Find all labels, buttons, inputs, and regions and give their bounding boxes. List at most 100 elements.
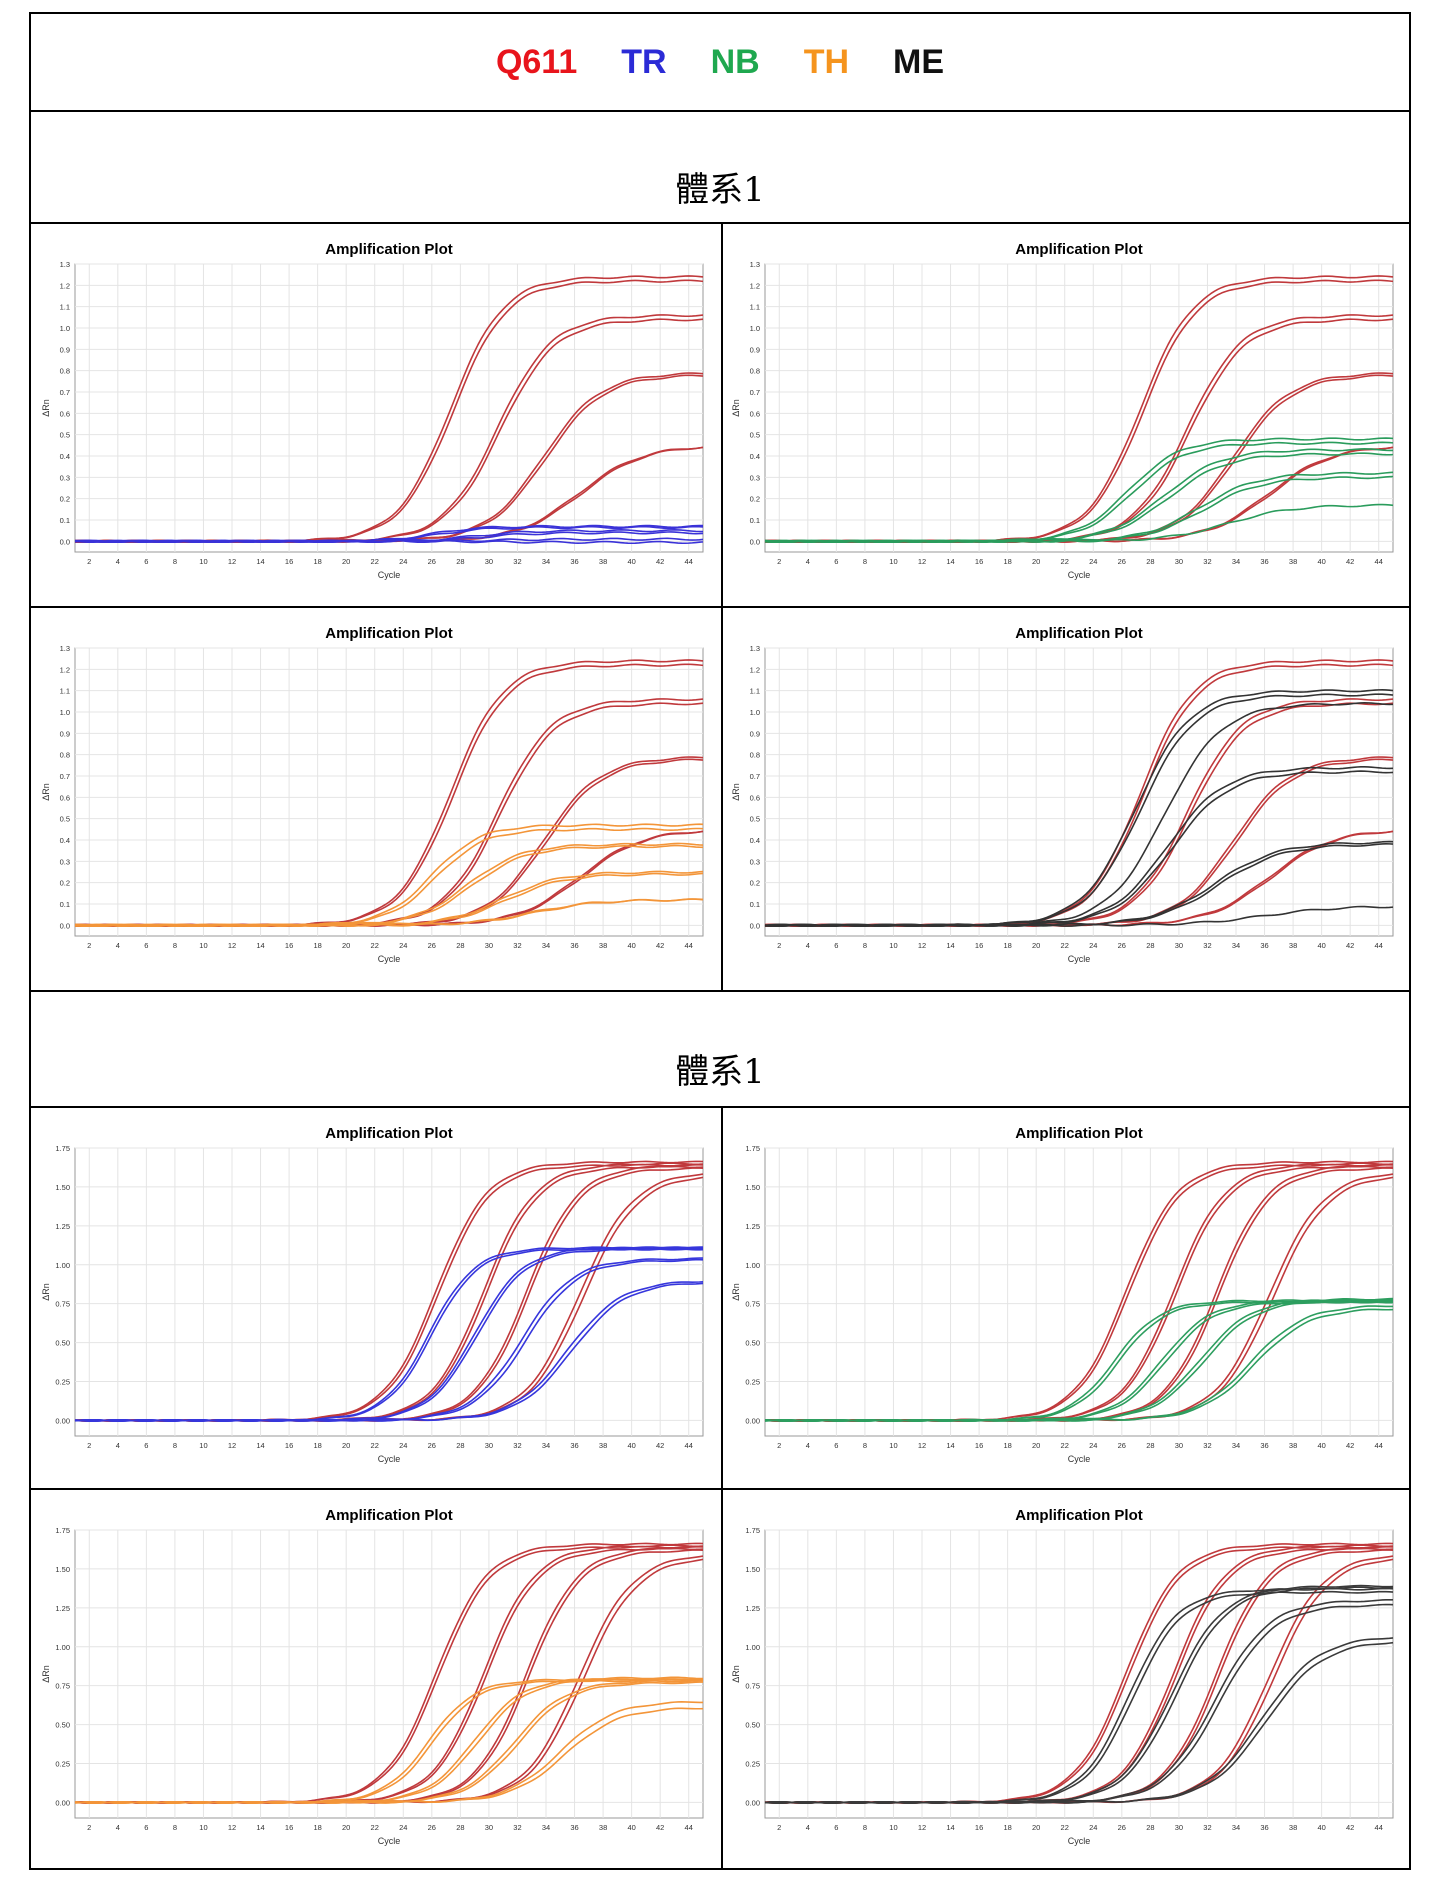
y-tick-label: 1.3 [750,260,760,269]
plot-svg: Amplification Plot 0.0 0.1 0.2 0.3 0.4 0.5 0.6 0… [41,241,704,580]
x-tick-label: 32 [513,1823,521,1832]
x-tick-label: 16 [975,557,983,566]
y-tick-label: 0.9 [60,729,70,738]
y-tick-label: 0.5 [60,431,70,440]
x-tick-label: 18 [313,1823,321,1832]
divider [31,1488,1409,1490]
x-tick-label: 42 [656,941,664,950]
plot-area [764,647,1394,937]
x-tick-label: 42 [1346,1823,1354,1832]
plot-title: Amplification Plot [1015,1507,1143,1524]
x-tick-label: 20 [342,1823,350,1832]
x-tick-label: 18 [313,557,321,566]
plot-svg: Amplification Plot 0.0 0.1 0.2 0.3 0.4 0.5 0.6 0… [731,241,1394,580]
x-axis-label: Cycle [378,954,401,964]
amplification-plot-q611-nb-2: Amplification Plot 0.00 0.25 0.50 0.75 1.00 1.… [725,1118,1407,1478]
x-tick-label: 16 [975,941,983,950]
x-tick-label: 32 [513,941,521,950]
x-tick-label: 10 [889,1823,897,1832]
y-tick-label: 1.00 [745,1261,760,1270]
amplification-curve-nb [764,475,1394,543]
y-tick-label: 0.50 [55,1339,70,1348]
y-tick-label: 0.00 [745,1798,760,1807]
x-tick-label: 6 [144,941,148,950]
x-tick-label: 44 [1375,1441,1383,1450]
x-tick-label: 36 [1260,557,1268,566]
x-tick-label: 6 [834,1441,838,1450]
divider [31,990,1409,992]
x-tick-label: 20 [1032,1441,1040,1450]
x-tick-label: 14 [946,1823,954,1832]
x-axis-label: Cycle [378,1836,401,1846]
x-tick-label: 18 [313,941,321,950]
amplification-plot-q611-th-2: Amplification Plot 0.00 0.25 0.50 0.75 1.00 1.… [35,1500,717,1860]
x-tick-label: 26 [1118,557,1126,566]
x-axis-label: Cycle [1068,1836,1091,1846]
x-tick-label: 40 [1317,941,1325,950]
y-tick-label: 1.1 [60,687,70,696]
amplification-curve-tr [74,1282,704,1422]
x-tick-label: 34 [542,1823,550,1832]
legend-item-nb: NB [710,42,760,81]
x-tick-label: 44 [685,557,693,566]
y-axis-label: ΔRn [41,399,51,417]
x-tick-label: 22 [371,941,379,950]
section-title-1: 體系1 [675,170,765,210]
y-tick-label: 0.3 [60,473,70,482]
y-tick-label: 0.1 [60,516,70,525]
y-tick-label: 1.25 [745,1222,760,1231]
y-tick-label: 0.7 [750,388,760,397]
x-tick-label: 8 [173,941,177,950]
y-tick-label: 1.3 [60,260,70,269]
x-tick-label: 44 [685,1823,693,1832]
x-axis-label: Cycle [1068,570,1091,580]
y-tick-label: 1.50 [55,1565,70,1574]
x-tick-label: 40 [627,1441,635,1450]
plot-title: Amplification Plot [325,625,453,642]
x-tick-label: 12 [918,557,926,566]
x-tick-label: 38 [1289,1823,1297,1832]
y-tick-label: 1.25 [55,1604,70,1613]
x-tick-label: 8 [173,557,177,566]
x-tick-label: 42 [1346,941,1354,950]
amplification-curve-nb [764,1299,1394,1422]
plot-area [74,263,704,553]
y-tick-label: 1.3 [60,644,70,653]
x-tick-label: 36 [570,941,578,950]
y-tick-label: 1.2 [60,665,70,674]
y-tick-label: 1.50 [745,1183,760,1192]
x-tick-label: 2 [777,1441,781,1450]
y-axis-label: ΔRn [731,1283,741,1301]
x-tick-label: 36 [1260,1823,1268,1832]
x-tick-label: 26 [428,1441,436,1450]
x-tick-label: 4 [116,941,120,950]
y-tick-label: 1.25 [55,1222,70,1231]
amplification-plot-q611-tr-1: Amplification Plot 0.0 0.1 0.2 0.3 0.4 0.5 0.6 0… [35,234,717,594]
y-tick-label: 0.0 [60,921,70,930]
x-tick-label: 2 [777,557,781,566]
x-tick-label: 34 [542,1441,550,1450]
y-axis-label: ΔRn [41,1665,51,1683]
x-tick-label: 30 [485,557,493,566]
x-tick-label: 12 [918,1441,926,1450]
x-tick-label: 36 [1260,941,1268,950]
x-tick-label: 40 [627,1823,635,1832]
y-tick-label: 0.9 [750,345,760,354]
amplification-plot-q611-tr-2: Amplification Plot 0.00 0.25 0.50 0.75 1.00 1.… [35,1118,717,1478]
y-tick-label: 0.9 [60,345,70,354]
y-axis-label: ΔRn [41,783,51,801]
x-tick-label: 6 [144,1823,148,1832]
x-tick-label: 12 [228,557,236,566]
x-tick-label: 36 [570,557,578,566]
x-tick-label: 26 [1118,1441,1126,1450]
x-tick-label: 38 [1289,941,1297,950]
x-tick-label: 36 [570,1441,578,1450]
x-tick-label: 30 [1175,557,1183,566]
x-tick-label: 34 [1232,941,1240,950]
x-tick-label: 28 [1146,941,1154,950]
y-tick-label: 0.2 [750,495,760,504]
x-tick-label: 28 [1146,1441,1154,1450]
y-tick-label: 0.4 [60,452,70,461]
x-tick-label: 18 [1003,1441,1011,1450]
x-tick-label: 8 [173,1823,177,1832]
